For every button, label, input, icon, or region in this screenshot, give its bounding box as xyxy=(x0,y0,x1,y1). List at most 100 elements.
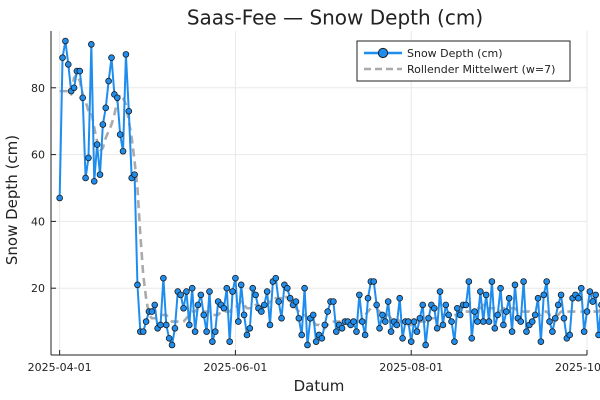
data-point xyxy=(405,318,412,325)
x-tick-label: 2025-08-01 xyxy=(379,361,443,374)
data-point xyxy=(494,311,501,319)
data-point xyxy=(82,174,89,182)
data-point xyxy=(517,318,525,325)
data-point xyxy=(430,304,438,312)
data-point xyxy=(361,331,369,339)
data-point xyxy=(448,318,455,325)
data-point xyxy=(151,301,159,309)
data-point xyxy=(436,288,444,295)
data-point xyxy=(102,104,110,112)
data-point xyxy=(304,341,311,349)
data-point xyxy=(235,318,242,325)
data-point xyxy=(537,338,545,345)
data-point xyxy=(364,294,372,302)
data-point xyxy=(321,321,329,329)
y-tick-label: 60 xyxy=(31,149,45,162)
y-tick-label: 40 xyxy=(31,215,45,228)
data-point xyxy=(171,324,179,332)
legend-label-rolling-mean: Rollender Mittelwert (w=7) xyxy=(407,63,555,76)
data-point xyxy=(468,334,476,342)
data-point xyxy=(157,321,164,329)
data-point xyxy=(557,291,565,299)
data-point xyxy=(410,318,418,325)
data-point xyxy=(108,54,115,62)
data-point xyxy=(442,301,450,309)
data-point xyxy=(451,338,458,345)
data-point xyxy=(298,331,306,339)
data-point xyxy=(180,304,187,312)
data-point xyxy=(595,331,600,339)
data-point xyxy=(272,274,280,282)
data-point xyxy=(188,284,196,292)
data-point xyxy=(540,291,548,299)
data-point xyxy=(88,41,95,48)
data-point xyxy=(419,301,427,309)
axes-layer xyxy=(50,31,587,356)
data-point xyxy=(318,334,326,342)
data-point xyxy=(168,341,176,349)
y-tick-label: 80 xyxy=(31,82,45,95)
data-point xyxy=(125,107,133,115)
data-point xyxy=(477,288,484,295)
data-point xyxy=(232,274,239,282)
data-point xyxy=(523,328,530,335)
data-point xyxy=(139,328,147,335)
data-point xyxy=(85,154,92,162)
data-point xyxy=(381,318,389,325)
data-point xyxy=(191,328,199,335)
data-point xyxy=(93,141,101,148)
data-point xyxy=(560,314,568,322)
data-point xyxy=(416,314,424,322)
legend-box xyxy=(356,40,571,82)
data-point xyxy=(396,294,403,302)
data-point xyxy=(505,294,513,302)
data-point xyxy=(479,318,487,325)
data-point xyxy=(105,77,112,85)
data-point xyxy=(252,291,259,299)
data-point xyxy=(119,147,127,155)
rolling-mean-layer xyxy=(59,73,600,330)
data-point xyxy=(433,324,441,332)
data-point xyxy=(209,338,216,345)
data-point xyxy=(534,294,542,302)
data-point xyxy=(64,61,72,68)
data-point xyxy=(160,274,167,282)
data-point xyxy=(465,278,473,285)
data-point xyxy=(148,308,156,315)
data-point xyxy=(116,131,124,138)
data-point xyxy=(56,194,63,202)
x-axis-label: Datum xyxy=(294,377,345,395)
data-point xyxy=(186,321,193,329)
data-point xyxy=(425,314,432,322)
data-point xyxy=(500,321,507,329)
data-point xyxy=(508,328,516,335)
data-point xyxy=(583,308,591,315)
data-point xyxy=(353,328,360,335)
data-point xyxy=(330,298,337,305)
data-point xyxy=(332,328,340,335)
data-point xyxy=(223,284,231,292)
data-point xyxy=(90,178,98,185)
data-point xyxy=(488,278,496,285)
data-point xyxy=(356,291,363,299)
data-point xyxy=(197,291,205,299)
data-point xyxy=(580,328,588,335)
data-point xyxy=(471,308,478,315)
data-point xyxy=(283,284,291,292)
data-point xyxy=(211,328,219,335)
data-point xyxy=(258,308,265,315)
data-point xyxy=(399,334,406,342)
data-point xyxy=(485,318,493,325)
data-point xyxy=(445,311,452,319)
ticks-layer: 20 40 60 80 2025-04-01 2025-06-01 2025-08-01 20… xyxy=(28,82,600,374)
data-point xyxy=(482,291,490,299)
data-point xyxy=(220,304,228,312)
data-point xyxy=(462,301,470,309)
x-tick-label: 2025-06-01 xyxy=(203,361,267,374)
data-point xyxy=(531,311,539,319)
data-point xyxy=(295,314,303,322)
data-point xyxy=(62,37,69,45)
data-point xyxy=(309,311,317,319)
y-tick-label: 20 xyxy=(31,282,45,295)
